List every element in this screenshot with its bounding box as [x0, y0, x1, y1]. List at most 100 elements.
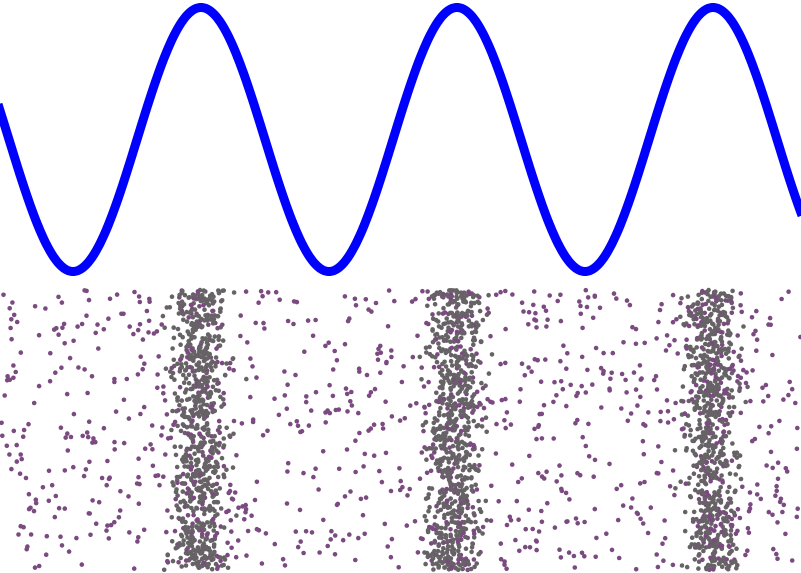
dot	[214, 553, 219, 559]
dot	[451, 488, 456, 493]
dot	[558, 292, 563, 298]
dot	[441, 504, 447, 510]
dot	[723, 298, 728, 303]
dot	[794, 514, 800, 520]
dot	[248, 394, 253, 400]
dot	[485, 306, 490, 311]
dot	[213, 364, 218, 369]
dot	[326, 340, 332, 346]
dot	[332, 552, 338, 557]
dot	[471, 300, 477, 306]
dot	[711, 543, 716, 549]
dot	[503, 288, 508, 294]
dot	[786, 289, 791, 295]
dot	[216, 337, 221, 343]
dot	[432, 450, 437, 455]
dot	[298, 539, 304, 544]
dot	[463, 556, 469, 561]
dot	[717, 450, 723, 456]
dot	[220, 288, 225, 294]
dot	[191, 509, 196, 514]
dot	[442, 310, 448, 315]
dot	[197, 499, 202, 505]
dot	[8, 325, 13, 331]
dot	[440, 551, 446, 557]
dot	[385, 544, 391, 549]
dot	[738, 358, 744, 364]
dot	[443, 332, 449, 338]
dot	[68, 434, 74, 440]
dot	[356, 535, 361, 541]
dot	[198, 479, 204, 485]
dot	[461, 559, 466, 565]
dot	[484, 312, 490, 318]
dot	[285, 469, 290, 474]
dot	[71, 338, 76, 344]
dot	[382, 521, 388, 527]
dot	[761, 399, 766, 404]
dot	[566, 550, 572, 555]
dot	[469, 370, 475, 375]
dot	[583, 390, 589, 395]
dot	[775, 476, 781, 482]
dot	[579, 354, 585, 360]
dot	[519, 476, 525, 481]
dot	[472, 444, 477, 450]
dot	[435, 509, 441, 514]
dot	[360, 512, 366, 518]
dot	[463, 300, 469, 305]
dot	[188, 498, 193, 504]
dot	[214, 499, 219, 505]
dot	[645, 530, 651, 536]
dot	[601, 368, 606, 374]
dot	[462, 424, 467, 430]
dot	[534, 547, 539, 553]
dot	[172, 391, 178, 396]
dot	[413, 296, 418, 302]
dot	[616, 555, 622, 561]
dot	[483, 383, 488, 389]
dot	[729, 310, 735, 316]
dot	[783, 466, 789, 471]
dot	[770, 465, 775, 471]
dot	[181, 372, 186, 378]
dot	[155, 372, 160, 377]
dot	[708, 479, 713, 484]
dot	[695, 524, 701, 529]
dot	[430, 442, 436, 447]
dot	[448, 532, 453, 538]
dot	[187, 494, 193, 500]
dot	[463, 397, 469, 402]
dot	[340, 537, 346, 543]
dot	[131, 566, 137, 571]
dot	[256, 300, 261, 306]
dot	[464, 293, 469, 298]
dot	[687, 494, 693, 499]
dot	[184, 547, 189, 553]
dot	[460, 445, 465, 451]
dot	[201, 402, 206, 407]
dot	[141, 527, 147, 533]
dot	[212, 408, 218, 414]
dot	[197, 495, 203, 501]
dot	[332, 533, 338, 538]
dot	[476, 300, 482, 306]
dot	[443, 525, 448, 531]
dot	[451, 372, 456, 378]
dot	[433, 437, 439, 443]
dot	[670, 468, 676, 473]
dot	[33, 500, 39, 506]
dot	[642, 340, 647, 346]
dot	[172, 377, 177, 383]
dot	[701, 398, 707, 403]
dot	[443, 364, 449, 369]
dot	[714, 466, 720, 472]
dot	[218, 306, 223, 311]
dot	[484, 517, 490, 523]
dot	[488, 399, 493, 405]
dot	[197, 399, 202, 404]
dot	[161, 474, 166, 480]
dot	[489, 483, 494, 489]
dot	[664, 333, 670, 338]
dot	[464, 450, 470, 455]
